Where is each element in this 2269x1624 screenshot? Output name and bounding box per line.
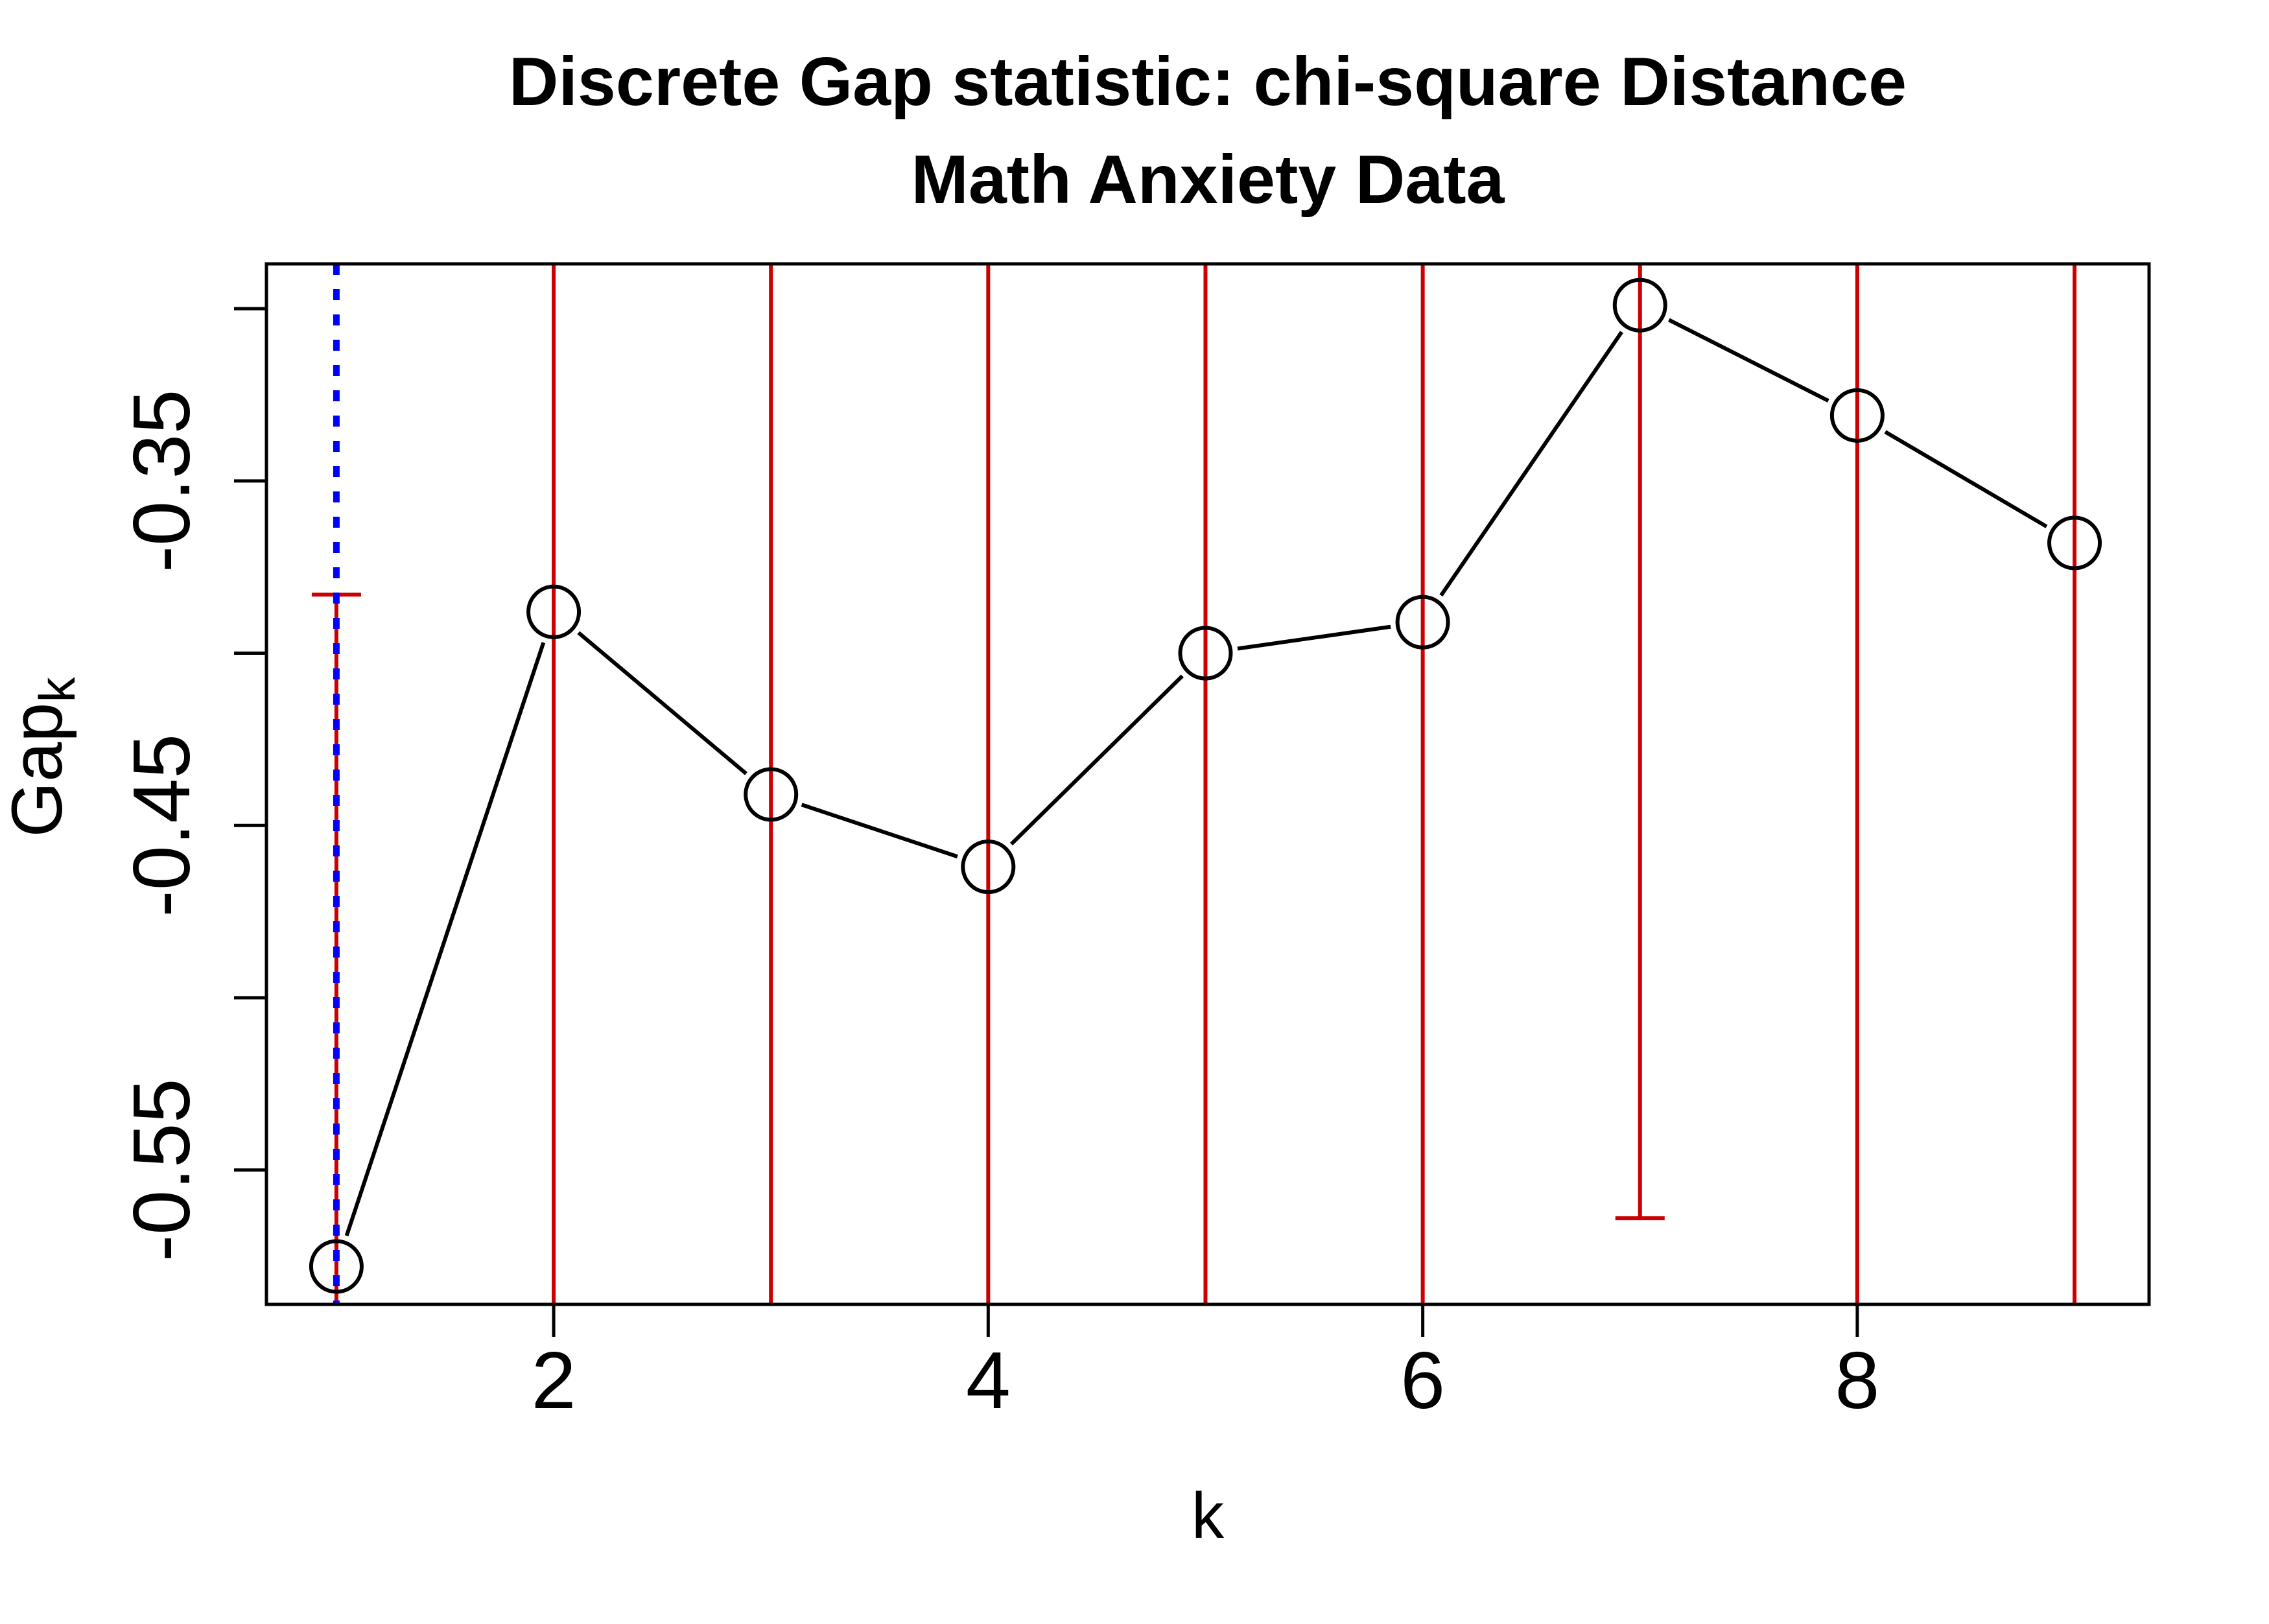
chart-title-line1: Discrete Gap statistic: chi-square Dista… bbox=[509, 43, 1907, 120]
data-point-k9 bbox=[2047, 515, 2102, 571]
data-point-k2 bbox=[526, 584, 582, 639]
series-segment-k1-k2 bbox=[344, 642, 546, 1237]
series-layer bbox=[309, 277, 2102, 1294]
x-tick-label-4: 4 bbox=[966, 1336, 1011, 1426]
data-point-k1 bbox=[309, 1239, 364, 1294]
y-axis-label-base: Gap bbox=[0, 703, 77, 838]
x-tick-label-6: 6 bbox=[1400, 1336, 1445, 1426]
y-tick-label--0.45: -0.45 bbox=[117, 734, 207, 917]
y-axis-label-subscript: k bbox=[29, 677, 86, 703]
data-point-k6 bbox=[1395, 594, 1450, 650]
data-point-k5 bbox=[1178, 626, 1233, 681]
axes-layer: -0.35 -0.45 -0.55 2 4 6 8 bbox=[117, 262, 2151, 1426]
series-segment-k4-k5 bbox=[1009, 674, 1184, 846]
data-point-k4 bbox=[961, 840, 1016, 895]
series-segment-k5-k6 bbox=[1237, 624, 1391, 651]
data-point-k8 bbox=[1829, 388, 1885, 443]
series-segment-k7-k8 bbox=[1667, 318, 1829, 403]
x-tick-label-8: 8 bbox=[1835, 1336, 1879, 1426]
chart-title-line2: Math Anxiety Data bbox=[911, 141, 1505, 218]
x-axis-label: k bbox=[1192, 1479, 1225, 1552]
y-axis-label: Gapk bbox=[0, 677, 86, 838]
series-segment-k8-k9 bbox=[1884, 430, 2048, 528]
series-segment-k2-k3 bbox=[577, 631, 747, 775]
data-point-k3 bbox=[744, 767, 799, 822]
x-tick-label-2: 2 bbox=[532, 1336, 576, 1426]
error-bars-layer bbox=[311, 264, 2077, 1304]
series-segment-k6-k7 bbox=[1439, 331, 1623, 597]
y-tick-label--0.55: -0.55 bbox=[117, 1078, 207, 1262]
y-tick-label--0.35: -0.35 bbox=[117, 389, 207, 572]
data-point-k7 bbox=[1612, 277, 1667, 333]
series-segment-k3-k4 bbox=[801, 803, 958, 859]
plot-border bbox=[265, 262, 2151, 1306]
